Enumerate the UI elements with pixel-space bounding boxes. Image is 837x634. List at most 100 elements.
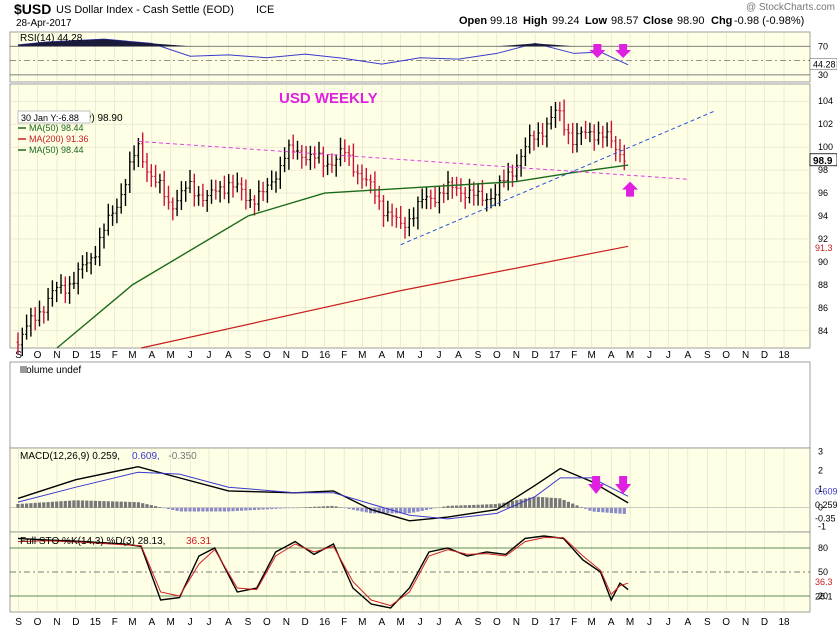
chg-value: -0.98 (-0.98%) [734,15,804,27]
x-tick-label-price: M [397,350,405,361]
macd-histogram-bar [29,503,33,508]
x-tick-label-bottom: F [341,617,347,628]
chart-panels [9,31,811,613]
macd-signal-line [17,471,629,520]
crosshair-tooltip: 30 Jan Y:-6.88 [17,110,91,124]
macd-histogram-bar [300,507,304,508]
macd-histogram-bar [188,507,192,512]
macd-histogram-bar [222,507,226,512]
macd-histogram-bar [536,496,540,508]
price-tick-label: 92 [818,234,828,244]
chg-label: Chg [711,15,732,27]
x-tick-label-price: M [167,350,175,361]
macd-histogram-bar [377,507,381,514]
macd-histogram-bar [424,507,429,511]
macd-down-arrow-icon [588,476,605,494]
x-tick-label-price: A [378,350,385,361]
macd-tick-label: 3 [818,447,823,457]
close-value: 98.90 [677,15,705,27]
x-tick-label-price: 15 [90,350,102,361]
macd-histogram-bar [338,507,343,508]
macd-histogram-bar [162,507,166,509]
macd-histogram-bar [360,507,364,512]
macd-histogram-bar [317,506,321,508]
macd-histogram-bar [622,507,626,514]
x-tick-label-bottom: N [742,617,749,628]
macd-histogram-bar [523,498,527,508]
sto-d-line [17,537,629,607]
x-tick-label-bottom: J [207,617,212,628]
macd-histogram-bar [588,507,592,511]
macd-histogram-bar [614,507,618,514]
x-tick-label-price: A [455,350,462,361]
macd-histogram-bar [295,507,300,509]
price-legend-ma: MA(50) 98.44 [29,145,84,155]
chart-marks: SSOONNDD1515FFMMAAMMJJJJAASSOONNDD1616FF… [10,33,837,628]
macd-histogram-bar [394,507,398,514]
rsi-down-arrow-icon [589,44,606,58]
tooltip-text: 30 Jan Y:-6.88 [21,113,79,123]
macd-histogram-bar [420,507,424,511]
macd-histogram-bar [467,505,472,508]
x-tick-label-bottom: D [72,617,79,628]
x-tick-label-price: J [418,350,423,361]
x-tick-label-bottom: S [245,617,252,628]
panel-rsi [9,31,811,83]
ohlc-readout: Open 99.18 High 99.24 Low 98.57 Close 98… [459,15,804,27]
macd-histogram-bar [72,500,76,508]
x-tick-label-price: M [588,350,596,361]
price-tick-label: 98 [818,165,828,175]
macd-histogram-bar [442,506,446,508]
macd-histogram-bar [437,507,441,509]
macd-histogram-bar [553,498,558,508]
macd-histogram-bar [119,501,123,508]
x-tick-label-bottom: F [112,617,118,628]
x-tick-label-bottom: 18 [778,617,790,628]
macd-histogram-bar [601,507,605,513]
x-tick-label-price: M [626,350,634,361]
ma200-last-label: 91.3 [815,243,833,253]
watermark: @ StockCharts.com [746,2,835,13]
price-tick-label: 104 [818,96,833,106]
macd-legend: MACD(12,26,9) 0.259, [20,451,120,462]
sto-tick-label: 20 [818,591,828,601]
macd-histogram-bar [618,507,622,514]
x-tick-label-bottom: O [263,617,271,628]
macd-histogram-bar [145,504,149,508]
rsi-tick-label: 30 [818,70,828,80]
x-tick-label-price: D [72,350,79,361]
usd-weekly-annotation: USD WEEKLY [279,90,378,107]
macd-histogram-bar [369,507,373,514]
macd-histogram-bar [343,507,347,509]
macd-histogram-bar [463,505,467,508]
macd-histogram-bar [240,507,244,511]
macd-histogram-bar [562,499,566,508]
macd-histogram-bar [485,504,489,508]
macd-tick-label: -1 [818,521,826,531]
x-tick-label-bottom: D [302,617,309,628]
macd-histogram-bar [136,502,140,508]
volume-title: Volume undef [20,365,81,376]
volume-legend-swatch [20,366,27,373]
up-arrow-icon [622,181,639,197]
macd-histogram-bar [291,507,295,509]
macd-histogram-bar [20,503,24,508]
macd-histogram-bar [132,502,136,508]
macd-histogram-bar [59,501,63,508]
x-tick-label-price: 16 [319,350,331,361]
low-value: 98.57 [611,15,639,27]
macd-histogram-bar [106,501,110,508]
panel-macd [9,447,811,533]
open-label: Open [459,15,487,27]
x-tick-label-bottom: M [626,617,634,628]
rsi-last-label: 44.28 [813,60,836,70]
price-last-label: 98.9 [813,156,833,167]
macd-histogram-bar [592,507,596,512]
macd-histogram-bar [493,504,497,508]
x-tick-label-bottom: A [225,617,232,628]
x-tick-label-bottom: A [455,617,462,628]
macd-histogram-bar [257,507,261,510]
x-tick-label-bottom: A [378,617,385,628]
macd-histogram-bar [227,507,231,512]
price-tick-label: 86 [818,303,828,313]
